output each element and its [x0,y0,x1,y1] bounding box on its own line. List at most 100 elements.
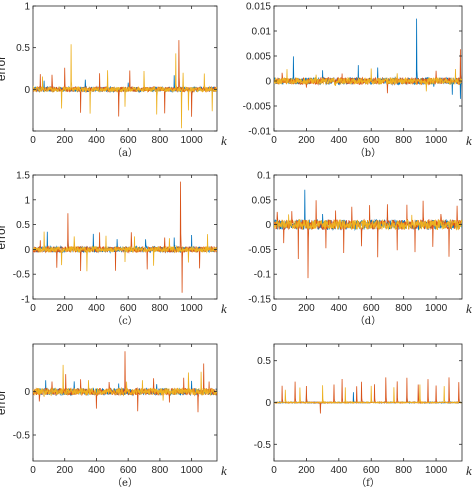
y-tick-label: 0.5 [16,43,30,54]
x-tick-label: 600 [120,303,137,314]
x-tick-label: 600 [363,135,380,146]
axes-box [32,5,218,132]
y-tick-label: -0.5 [13,431,31,442]
x-tick-label: 800 [395,465,412,476]
y-tick-label: -0.05 [248,245,271,256]
x-tick-label: 0 [271,135,277,146]
x-axis-label: k [466,133,472,148]
x-tick-label: 200 [298,303,315,314]
x-tick-label: 400 [88,465,105,476]
x-tick-label: 200 [56,465,73,476]
x-tick-label: 400 [330,465,347,476]
x-tick-label: 800 [395,135,412,146]
y-tick-label: -0.15 [248,295,271,306]
subplot-a: 0 200 400 600 800 1000 0 0.5 1 error k （a） [0,2,227,160]
plot-area [33,351,217,413]
axes-box [32,174,218,300]
y-tick-label: 0.05 [252,195,272,206]
y-tick-label: 0.005 [246,52,271,63]
subplot-c: 0 200 400 600 800 1000 -1 -0.5 0 0.5 1 1.5 error k （c） [0,171,227,328]
series-line-3 [33,44,217,129]
subplot-e: 0 200 400 600 800 1000 -0.5 0 error k （e） [0,343,227,489]
x-tick-label: 1000 [425,135,448,146]
x-tick-label: 1000 [180,303,203,314]
x-tick-label: 400 [88,303,105,314]
x-tick-label: 600 [120,135,137,146]
y-tick-label: 0 [24,85,30,96]
y-tick-label: 0.01 [252,27,272,38]
y-axis-label: error [0,390,8,415]
y-axis-label: error [0,224,8,249]
y-tick-label: -0.5 [254,440,272,451]
y-tick-label: 0 [24,245,30,256]
subplot-caption: （c） [112,315,138,327]
x-tick-label: 800 [152,303,169,314]
subplot-d: 0 200 400 600 800 1000 -0.15 -0.1 -0.05 0 0.05 0.1 k… [248,171,472,328]
x-axis-label: k [221,463,227,478]
plot-area [274,189,462,279]
y-tick-label: -0.005 [243,102,272,113]
x-tick-label: 600 [363,465,380,476]
series-line-3 [33,231,217,272]
x-tick-label: 200 [298,135,315,146]
y-tick-label: 1 [24,2,30,13]
x-tick-label: 800 [395,303,412,314]
x-axis-label: k [466,463,472,478]
subplot-caption: （e） [112,477,138,489]
x-axis-label: k [221,133,227,148]
series-line-3 [274,68,462,92]
y-tick-label: 0 [265,77,271,88]
y-tick-label: 1.5 [16,171,30,182]
y-tick-label: 0 [265,398,271,409]
x-tick-label: 1000 [425,303,448,314]
subplot-f: 0 200 400 600 800 1000 -0.5 0 0.5 k （f） [254,343,472,489]
x-tick-label: 800 [152,465,169,476]
subplot-caption: （a） [112,147,138,159]
axes-box [273,5,463,132]
x-tick-label: 1000 [425,465,448,476]
subplot-caption: （d） [355,315,381,327]
subplot-b: 0 200 400 600 800 1000 -0.01 -0.005 0 0.005 0.01 0.… [243,2,472,160]
y-tick-label: -0.1 [254,270,272,281]
x-tick-label: 600 [120,465,137,476]
x-tick-label: 400 [330,135,347,146]
x-tick-label: 0 [30,465,36,476]
plot-area [274,377,462,414]
axes-box [273,174,463,300]
y-tick-label: 0.5 [257,356,271,367]
series-line-3 [33,364,217,401]
x-tick-label: 400 [88,135,105,146]
plot-area [274,18,462,99]
x-tick-label: 200 [56,135,73,146]
y-tick-label: -1 [21,295,30,306]
series-line-3 [274,214,462,231]
x-axis-label: k [466,301,472,316]
x-tick-label: 400 [330,303,347,314]
x-axis-label: k [221,301,227,316]
x-tick-label: 600 [363,303,380,314]
series-line-3 [274,384,462,405]
x-tick-label: 200 [298,465,315,476]
x-tick-label: 800 [152,135,169,146]
x-tick-label: 1000 [180,465,203,476]
x-tick-label: 0 [271,303,277,314]
y-tick-label: 0 [24,387,30,398]
x-tick-label: 0 [271,465,277,476]
subplot-caption: （b） [355,147,381,159]
x-tick-label: 1000 [180,135,203,146]
plot-area [33,40,217,129]
x-tick-label: 0 [30,135,36,146]
y-tick-label: 1 [24,195,30,206]
y-tick-label: 0.1 [257,171,271,182]
y-tick-label: 0.5 [16,220,30,231]
subplot-caption: （f） [356,477,380,489]
x-tick-label: 0 [30,303,36,314]
plot-area [33,181,217,293]
y-tick-label: 0.015 [246,2,271,13]
y-tick-label: -0.01 [248,127,271,138]
y-axis-label: error [0,56,8,81]
y-tick-label: -0.5 [13,270,31,281]
x-tick-label: 200 [56,303,73,314]
y-tick-label: 0 [265,220,271,231]
